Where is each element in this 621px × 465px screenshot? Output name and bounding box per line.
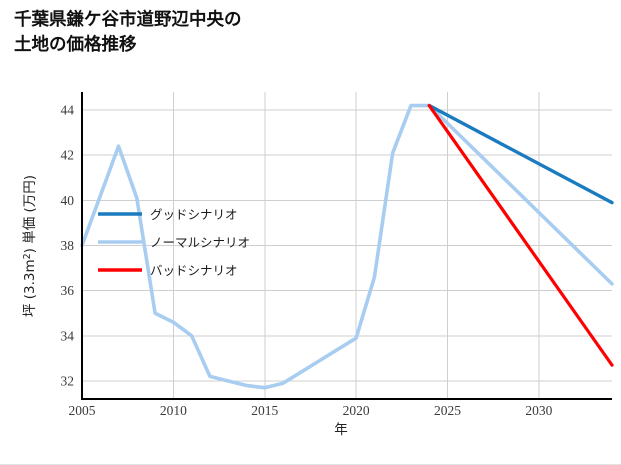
x-tick-label-2010: 2010 — [160, 403, 187, 418]
y-tick-label-34: 34 — [61, 328, 75, 343]
y-axis-title-superscript: 2 — [22, 253, 33, 259]
series-line-good — [427, 103, 614, 205]
x-tick-labels: 2005 2010 2015 2020 2025 2030 — [69, 403, 553, 418]
legend-label-good: グッドシナリオ — [150, 207, 238, 222]
series-group — [80, 103, 614, 390]
legend-label-bad: バッドシナリオ — [150, 263, 238, 278]
y-tick-label-38: 38 — [61, 238, 75, 253]
x-tick-label-2025: 2025 — [434, 403, 461, 418]
y-tick-label-42: 42 — [61, 148, 75, 163]
chart-title: 千葉県鎌ケ谷市道野辺中央の 土地の価格推移 — [14, 10, 242, 55]
y-tick-label-44: 44 — [61, 103, 75, 118]
y-tick-labels: 32 34 36 38 40 42 44 — [61, 103, 75, 389]
x-tick-label-2030: 2030 — [525, 403, 552, 418]
y-tick-label-36: 36 — [61, 283, 75, 298]
x-axis-title: 年 — [334, 422, 348, 438]
x-tick-label-2005: 2005 — [69, 403, 96, 418]
legend-label-normal: ノーマルシナリオ — [150, 235, 250, 250]
y-tick-label-32: 32 — [61, 373, 75, 388]
x-tick-label-2020: 2020 — [343, 403, 370, 418]
axis-spines — [81, 92, 612, 400]
series-line-normal — [80, 103, 614, 390]
y-axis-title: 坪 (3.3m2) 単価 (万円) — [22, 175, 38, 317]
series-line-bad — [427, 103, 614, 367]
y-tick-label-40: 40 — [61, 193, 75, 208]
y-axis-title-part1: 坪 (3.3m — [22, 259, 38, 317]
y-axis-title-part2: ) 単価 (万円) — [22, 175, 38, 253]
x-tick-label-2015: 2015 — [251, 403, 278, 418]
